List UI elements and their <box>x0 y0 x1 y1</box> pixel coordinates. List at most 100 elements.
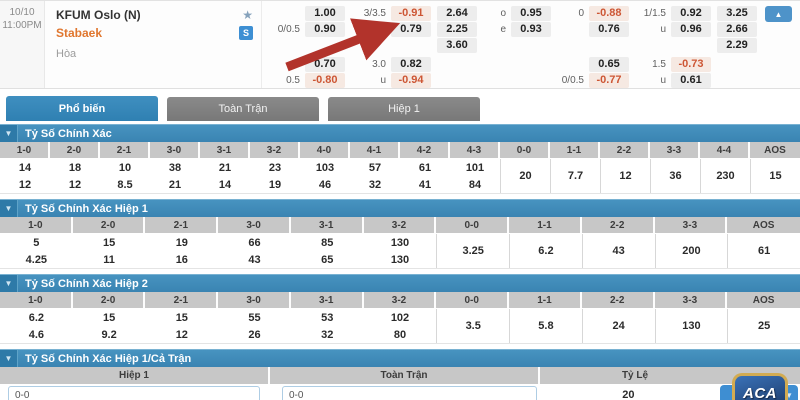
tab-hiệp-1[interactable]: Hiệp 1 <box>328 97 480 121</box>
score-odds-away[interactable]: 12 <box>0 176 50 193</box>
odds-price[interactable]: 0.90 <box>305 21 345 37</box>
score-odds-home[interactable]: 15 <box>72 234 146 251</box>
section-header[interactable]: ▼ Tỷ Số Chính Xác Hiệp 1/Cả Trận <box>0 349 800 367</box>
odds-price[interactable]: 0.93 <box>511 21 551 37</box>
score-header-cell: 1-0 <box>0 142 50 158</box>
odds-slot <box>348 37 434 53</box>
score-odds-draw[interactable]: 12 <box>600 159 650 193</box>
score-odds-home[interactable]: 5 <box>0 234 73 251</box>
score-odds-away[interactable]: 84 <box>450 176 500 193</box>
score-odds-draw[interactable]: 230 <box>700 159 750 193</box>
score-odds-home[interactable]: 21 <box>200 159 250 176</box>
score-odds-draw[interactable]: 24 <box>581 309 655 343</box>
score-odds-home[interactable]: 38 <box>150 159 200 176</box>
odds-price[interactable]: 0.79 <box>391 21 431 37</box>
score-odds-away[interactable]: 9.2 <box>72 326 146 343</box>
score-odds-home[interactable]: 55 <box>218 309 291 326</box>
odds-price[interactable]: -0.91 <box>391 5 431 21</box>
score-odds-away[interactable]: 32 <box>290 326 364 343</box>
odds-price[interactable]: 2.29 <box>717 37 757 53</box>
odds-price[interactable]: 0.76 <box>589 21 629 37</box>
score-odds-draw[interactable]: 61 <box>727 234 800 268</box>
score-odds-home[interactable]: 85 <box>290 234 364 251</box>
odds-price[interactable]: 2.25 <box>437 21 477 37</box>
odds-price[interactable]: -0.73 <box>671 56 711 72</box>
odds-slot: 0/0.5 -0.77 <box>554 72 632 88</box>
odds-price[interactable]: 3.25 <box>717 5 757 21</box>
score-odds-away[interactable]: 16 <box>145 251 219 268</box>
odds-price[interactable]: 0.70 <box>305 56 345 72</box>
score-odds-home[interactable]: 19 <box>145 234 219 251</box>
odds-price[interactable]: -0.88 <box>589 5 629 21</box>
score-odds-away[interactable]: 26 <box>218 326 291 343</box>
collapse-panel-button[interactable]: ▲ <box>765 6 792 22</box>
score-odds-away[interactable]: 41 <box>400 176 450 193</box>
score-odds-home[interactable]: 15 <box>145 309 219 326</box>
odds-price[interactable]: 0.82 <box>391 56 431 72</box>
score-odds-away[interactable]: 65 <box>290 251 364 268</box>
odds-price[interactable]: 2.66 <box>717 21 757 37</box>
score-odds-home[interactable]: 130 <box>363 234 437 251</box>
half1-score-select[interactable]: 0-0 <box>8 385 260 400</box>
score-odds-away[interactable]: 12 <box>145 326 219 343</box>
odds-price[interactable]: 2.64 <box>437 5 477 21</box>
score-odds-home[interactable]: 6.2 <box>0 309 73 326</box>
score-odds-home[interactable]: 66 <box>218 234 291 251</box>
odds-price[interactable]: 0.65 <box>589 56 629 72</box>
score-odds-away[interactable]: 4.6 <box>0 326 73 343</box>
score-odds-home[interactable]: 57 <box>350 159 400 176</box>
odds-price[interactable]: 3.60 <box>437 37 477 53</box>
score-odds-away[interactable]: 80 <box>363 326 437 343</box>
score-odds-away[interactable]: 43 <box>218 251 291 268</box>
score-odds-draw[interactable]: 43 <box>581 234 655 268</box>
odds-price[interactable]: 1.00 <box>305 5 345 21</box>
fulltime-score-select[interactable]: 0-0 <box>282 385 537 400</box>
score-odds-away[interactable]: 19 <box>250 176 300 193</box>
score-odds-draw[interactable]: 3.25 <box>436 234 510 268</box>
score-odds-draw[interactable]: 200 <box>654 234 728 268</box>
section-header[interactable]: ▼ Tỷ Số Chính Xác Hiệp 1 <box>0 199 800 217</box>
score-odds-home[interactable]: 15 <box>72 309 146 326</box>
score-odds-away[interactable]: 8.5 <box>100 176 150 193</box>
score-odds-draw[interactable]: 3.5 <box>436 309 510 343</box>
score-odds-home[interactable]: 103 <box>300 159 350 176</box>
odds-price[interactable]: 0.95 <box>511 5 551 21</box>
odds-price[interactable]: 0.92 <box>671 5 711 21</box>
score-odds-away[interactable]: 32 <box>350 176 400 193</box>
score-odds-home[interactable]: 18 <box>50 159 100 176</box>
score-odds-home[interactable]: 10 <box>100 159 150 176</box>
score-odds-draw[interactable]: 25 <box>727 309 800 343</box>
score-odds-draw[interactable]: 36 <box>650 159 700 193</box>
favorite-star-icon[interactable]: ★ <box>242 8 253 22</box>
score-odds-away[interactable]: 14 <box>200 176 250 193</box>
score-odds-away[interactable]: 130 <box>363 251 437 268</box>
score-odds-away[interactable]: 12 <box>50 176 100 193</box>
score-odds-home[interactable]: 101 <box>450 159 500 176</box>
odds-price[interactable]: 0.61 <box>671 72 711 88</box>
score-odds-away[interactable]: 4.25 <box>0 251 73 268</box>
odds-price[interactable]: 0.96 <box>671 21 711 37</box>
chevron-down-icon: ▼ <box>0 350 18 367</box>
score-odds-home[interactable]: 102 <box>363 309 437 326</box>
section-header[interactable]: ▼ Tỷ Số Chính Xác Hiệp 2 <box>0 274 800 292</box>
score-odds-home[interactable]: 14 <box>0 159 50 176</box>
odds-price[interactable]: -0.77 <box>589 72 629 88</box>
score-odds-draw[interactable]: 130 <box>654 309 728 343</box>
tab-toàn-trận[interactable]: Toàn Trận <box>167 97 319 121</box>
score-odds-away[interactable]: 21 <box>150 176 200 193</box>
score-odds-draw[interactable]: 20 <box>500 159 550 193</box>
score-odds-away[interactable]: 11 <box>72 251 146 268</box>
score-odds-draw[interactable]: 15 <box>750 159 800 193</box>
score-odds-draw[interactable]: 7.7 <box>550 159 600 193</box>
score-odds-draw[interactable]: 6.2 <box>509 234 582 268</box>
tab-phổ-biến[interactable]: Phổ biến <box>6 96 158 121</box>
score-odds-home[interactable]: 61 <box>400 159 450 176</box>
score-odds-away[interactable]: 46 <box>300 176 350 193</box>
score-odds-home[interactable]: 53 <box>290 309 364 326</box>
section-header[interactable]: ▼ Tỷ Số Chính Xác <box>0 124 800 142</box>
score-odds-draw[interactable]: 5.8 <box>509 309 582 343</box>
score-odds-home[interactable]: 23 <box>250 159 300 176</box>
odds-slot: 3.0 0.82 <box>348 56 434 72</box>
odds-price[interactable]: -0.94 <box>391 72 431 88</box>
odds-price[interactable]: -0.80 <box>305 72 345 88</box>
